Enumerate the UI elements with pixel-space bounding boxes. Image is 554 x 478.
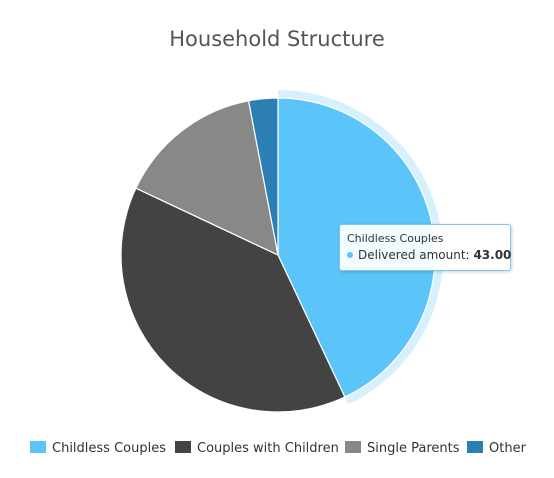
legend: Childless Couples Couples with Children Si… xyxy=(30,441,527,456)
legend-swatch xyxy=(30,441,46,453)
legend-item-other[interactable]: Other xyxy=(467,441,527,456)
legend-swatch xyxy=(467,441,483,453)
legend-label: Other xyxy=(489,441,527,456)
tooltip-row: Delivered amount: 43.00 xyxy=(347,246,511,264)
legend-item-single-parents[interactable]: Single Parents xyxy=(345,441,460,456)
legend-swatch xyxy=(175,441,191,453)
legend-label: Couples with Children xyxy=(197,441,339,456)
tooltip-header: Childless Couples xyxy=(347,232,444,245)
legend-label: Single Parents xyxy=(367,441,460,456)
legend-item-childless-couples[interactable]: Childless Couples xyxy=(30,441,166,456)
legend-swatch xyxy=(345,441,361,453)
pie-slice-other[interactable] xyxy=(247,97,279,256)
legend-item-couples-with-children[interactable]: Couples with Children xyxy=(175,441,339,456)
pie-slice-couples-with-children[interactable] xyxy=(120,187,346,413)
chart-title: Household Structure xyxy=(169,27,385,51)
tooltip-series-dot xyxy=(347,251,353,258)
pie-slice-single-parents[interactable] xyxy=(135,100,279,256)
tooltip: Childless Couples Delivered amount: 43.0… xyxy=(339,224,511,271)
tooltip-series-label: Delivered amount: xyxy=(358,248,470,262)
legend-label: Childless Couples xyxy=(52,441,166,456)
tooltip-value: 43.00 xyxy=(473,248,512,262)
